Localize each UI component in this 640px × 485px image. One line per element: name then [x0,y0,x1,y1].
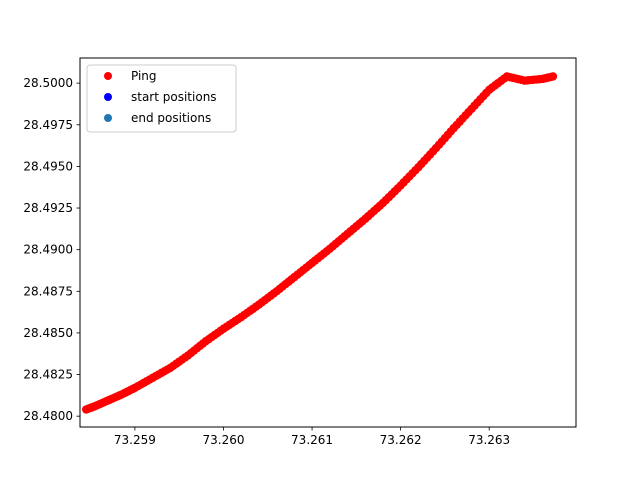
data-point [548,72,558,81]
legend-label: start positions [131,90,217,104]
y-tick-label: 28.4925 [23,201,73,215]
axes-frame [79,57,577,428]
y-tick-label: 28.4875 [23,284,73,298]
x-tick-label: 73.262 [380,433,422,447]
y-tick-label: 28.4825 [23,368,73,382]
y-tick-label: 28.4800 [23,409,73,423]
legend-marker [104,114,112,122]
x-tick-label: 73.260 [202,433,244,447]
x-tick-label: 73.261 [291,433,333,447]
y-tick-label: 28.5000 [23,76,73,90]
data-points [82,72,558,414]
legend-box [86,64,237,133]
legend-marker [104,72,112,80]
x-tick-label: 73.259 [114,433,156,447]
y-tick-label: 28.4900 [23,243,73,257]
axis-ticks: 73.259 73.260 73.261 73.262 73.263 28.4800 28.… [23,76,510,447]
y-tick-label: 28.4850 [23,326,73,340]
legend: Ping start positions end positions [86,64,237,133]
y-tick-label: 28.4950 [23,159,73,173]
x-tick-label: 73.263 [468,433,510,447]
legend-label: end positions [131,111,211,125]
legend-marker [104,93,112,101]
y-tick-label: 28.4975 [23,118,73,132]
legend-label: Ping [131,69,157,83]
